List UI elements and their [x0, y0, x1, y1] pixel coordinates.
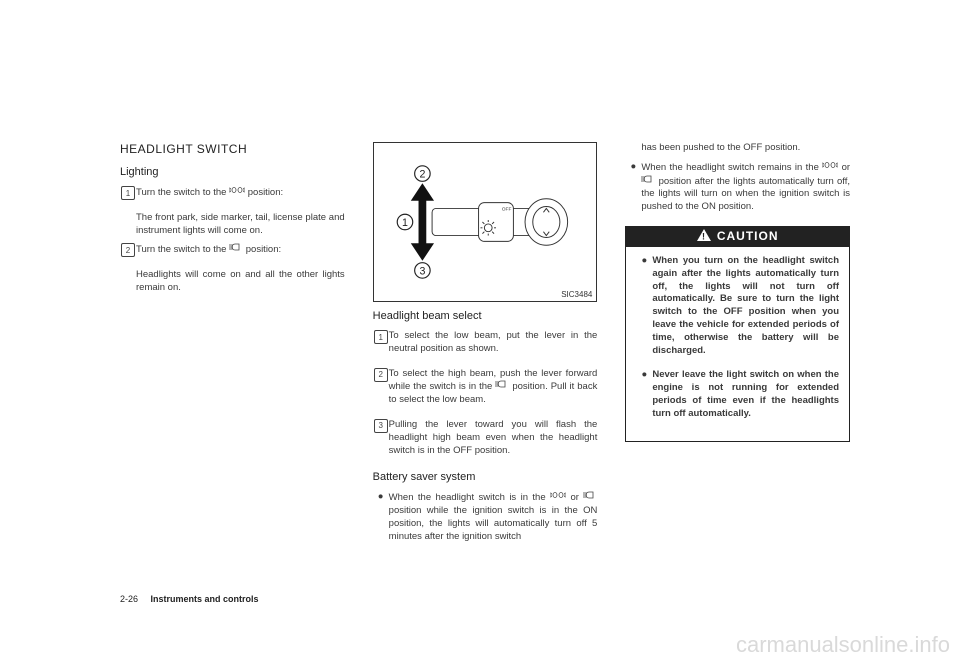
- list-item: 2 To select the high beam, push the leve…: [373, 368, 598, 413]
- marker-1: 1: [121, 186, 135, 200]
- list-item: 1 Turn the switch to the position:: [120, 186, 345, 206]
- warning-triangle-icon: !: [697, 229, 711, 244]
- caution-text: Never leave the light switch on when the…: [652, 369, 839, 420]
- text-part: Turn the switch to the: [136, 244, 229, 255]
- list-item: 2 Turn the switch to the position:: [120, 243, 345, 263]
- list-item: 3 Pulling the lever toward you will flas…: [373, 419, 598, 463]
- text-part: position:: [246, 244, 281, 255]
- bullet-item: ● When the headlight switch is in the or…: [373, 491, 598, 549]
- caution-bullet: ● Never leave the light switch on when t…: [636, 369, 839, 426]
- list-marker: 1: [373, 330, 389, 362]
- parking-light-icon: [229, 186, 245, 199]
- headlight-lever-figure: OFF 1 2: [373, 142, 598, 302]
- text-part: When the headlight switch remains in the: [641, 162, 822, 173]
- headlight-icon: [495, 380, 509, 393]
- bullet-text: When the headlight switch remains in the…: [641, 161, 850, 214]
- svg-text:2: 2: [419, 168, 425, 180]
- marker-3: 3: [374, 419, 388, 433]
- caution-box: ! CAUTION ● When you turn on the headlig…: [625, 226, 850, 442]
- off-label: OFF: [501, 206, 511, 212]
- bullet-text: When the headlight switch is in the or p…: [389, 491, 598, 543]
- section-heading: HEADLIGHT SWITCH: [120, 142, 345, 156]
- marker-2: 2: [121, 243, 135, 257]
- list-marker: 2: [120, 243, 136, 263]
- caution-title: CAUTION: [717, 229, 779, 243]
- caution-bullet: ● When you turn on the headlight switch …: [636, 255, 839, 364]
- text-part: position after the lights automatically …: [641, 175, 850, 212]
- beam-select-subheading: Headlight beam select: [373, 310, 598, 322]
- figure-id: SIC3484: [561, 290, 592, 299]
- svg-text:3: 3: [419, 265, 425, 277]
- caution-header: ! CAUTION: [626, 227, 849, 247]
- caution-text: When you turn on the headlight switch ag…: [652, 255, 839, 358]
- list-text: To select the high beam, push the lever …: [389, 368, 598, 407]
- text-part: When the headlight switch is in the: [389, 492, 550, 503]
- text-part: Turn the switch to the: [136, 187, 229, 198]
- parking-light-icon: [550, 491, 566, 504]
- list-marker: 3: [373, 419, 389, 463]
- column-3: has been pushed to the OFF position. ● W…: [625, 142, 850, 572]
- text-part: or: [842, 162, 850, 173]
- section-name: Instruments and controls: [151, 594, 259, 604]
- text-part: or: [570, 492, 583, 503]
- list-text: Pulling the lever toward you will flash …: [389, 419, 598, 457]
- list-marker: 1: [120, 186, 136, 206]
- headlight-icon: [641, 175, 655, 188]
- headlight-icon: [229, 243, 243, 256]
- column-1: HEADLIGHT SWITCH Lighting 1 Turn the swi…: [120, 142, 345, 572]
- bullet-dot: ●: [636, 255, 652, 364]
- three-column-layout: HEADLIGHT SWITCH Lighting 1 Turn the swi…: [120, 142, 850, 572]
- figure-svg: OFF 1 2: [374, 143, 597, 301]
- caution-body: ● When you turn on the headlight switch …: [626, 247, 849, 441]
- marker-1: 1: [374, 330, 388, 344]
- bullet-dot: ●: [636, 369, 652, 426]
- page-footer: 2-26 Instruments and controls: [120, 594, 259, 604]
- svg-text:!: !: [702, 231, 706, 241]
- list-description: The front park, side marker, tail, licen…: [136, 212, 345, 238]
- lighting-subheading: Lighting: [120, 166, 345, 178]
- bullet-dot: ●: [625, 161, 641, 220]
- list-text: Turn the switch to the position:: [136, 243, 281, 257]
- manual-page: HEADLIGHT SWITCH Lighting 1 Turn the swi…: [0, 0, 960, 664]
- marker-2: 2: [374, 368, 388, 382]
- headlight-icon: [583, 491, 597, 504]
- bullet-item: ● When the headlight switch remains in t…: [625, 161, 850, 220]
- list-text: Turn the switch to the position:: [136, 186, 283, 200]
- list-description: Headlights will come on and all the othe…: [136, 269, 345, 295]
- continuation-text: has been pushed to the OFF position.: [641, 142, 850, 155]
- column-2: OFF 1 2: [373, 142, 598, 572]
- text-part: position while the ignition switch is in…: [389, 505, 598, 542]
- list-text: To select the low beam, put the lever in…: [389, 330, 598, 356]
- watermark: carmanualsonline.info: [726, 626, 960, 664]
- page-number: 2-26: [120, 594, 138, 604]
- list-marker: 2: [373, 368, 389, 413]
- list-item: 1 To select the low beam, put the lever …: [373, 330, 598, 362]
- text-part: position:: [248, 187, 283, 198]
- battery-saver-subheading: Battery saver system: [373, 471, 598, 483]
- parking-light-icon: [822, 161, 838, 174]
- bullet-dot: ●: [373, 491, 389, 549]
- svg-text:1: 1: [402, 217, 408, 229]
